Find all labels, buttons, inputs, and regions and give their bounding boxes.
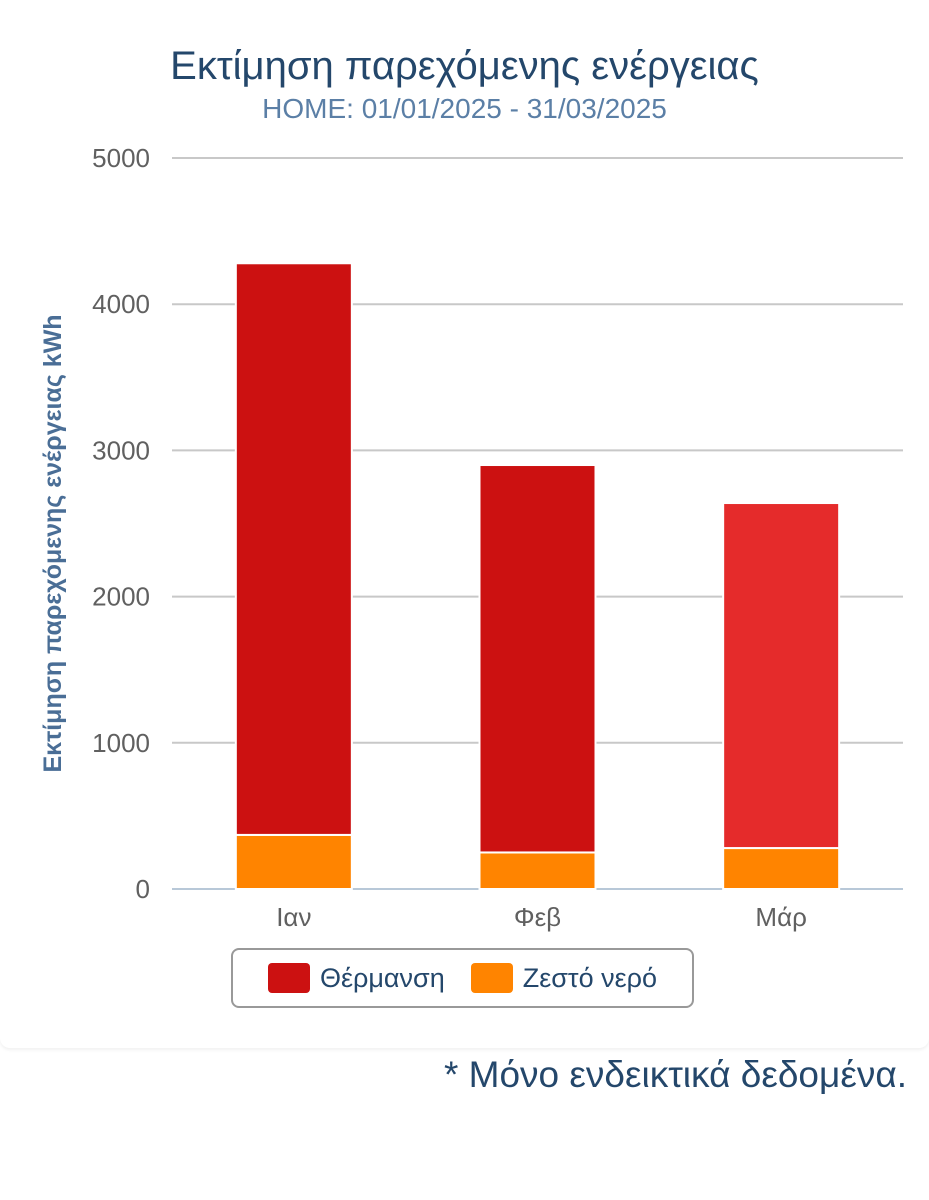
chart-subtitle: HOME: 01/01/2025 - 31/03/2025 xyxy=(262,93,667,124)
bars[interactable] xyxy=(234,262,841,891)
bar-hot-water-0[interactable] xyxy=(234,833,353,891)
x-tick-label: Ιαν xyxy=(276,902,311,932)
bar-heating-2[interactable] xyxy=(722,502,841,850)
chart-card: Εκτίμηση παρεχόμενης ενέργειας HOME: 01/… xyxy=(39,44,903,1008)
x-tick-label: Μάρ xyxy=(755,902,806,932)
bar-hot-water-1[interactable] xyxy=(478,851,597,891)
y-tick-label: 2000 xyxy=(92,582,150,612)
legend-swatch-heating xyxy=(267,963,310,993)
footnote: * Μόνο ενδεικτικά δεδομένα. xyxy=(443,1054,907,1095)
legend-item-heating[interactable]: Θέρμανση xyxy=(267,962,445,994)
chart-title: Εκτίμηση παρεχόμενης ενέργειας xyxy=(170,44,759,88)
legend-item-hot-water[interactable]: Ζεστό νερό xyxy=(470,962,658,994)
legend-swatch-hot-water xyxy=(470,963,513,993)
x-tick-labels: Ιαν Φεβ Μάρ xyxy=(276,902,807,932)
legend-label-heating: Θέρμανση xyxy=(319,962,445,993)
y-axis-label: Εκτίμηση παρεχόμενης ενέργειας kWh xyxy=(39,314,67,772)
y-tick-label: 3000 xyxy=(92,435,150,465)
y-tick-labels: 0 1000 2000 3000 4000 5000 xyxy=(92,143,150,904)
legend-label-hot-water: Ζεστό νερό xyxy=(522,962,658,993)
x-tick-label: Φεβ xyxy=(514,902,561,932)
legend[interactable]: Θέρμανση Ζεστό νερό xyxy=(231,948,694,1008)
bar-hot-water-2[interactable] xyxy=(722,847,841,891)
y-tick-label: 4000 xyxy=(92,289,150,319)
chart-svg: 0 1000 2000 3000 4000 5000 Εκτίμηση παρεχόμεν… xyxy=(39,143,903,932)
bar-heating-0[interactable] xyxy=(234,262,353,836)
y-tick-label: 0 xyxy=(136,874,150,904)
y-tick-label: 1000 xyxy=(92,728,150,758)
bar-heating-1[interactable] xyxy=(478,464,597,854)
y-tick-label: 5000 xyxy=(92,143,150,173)
